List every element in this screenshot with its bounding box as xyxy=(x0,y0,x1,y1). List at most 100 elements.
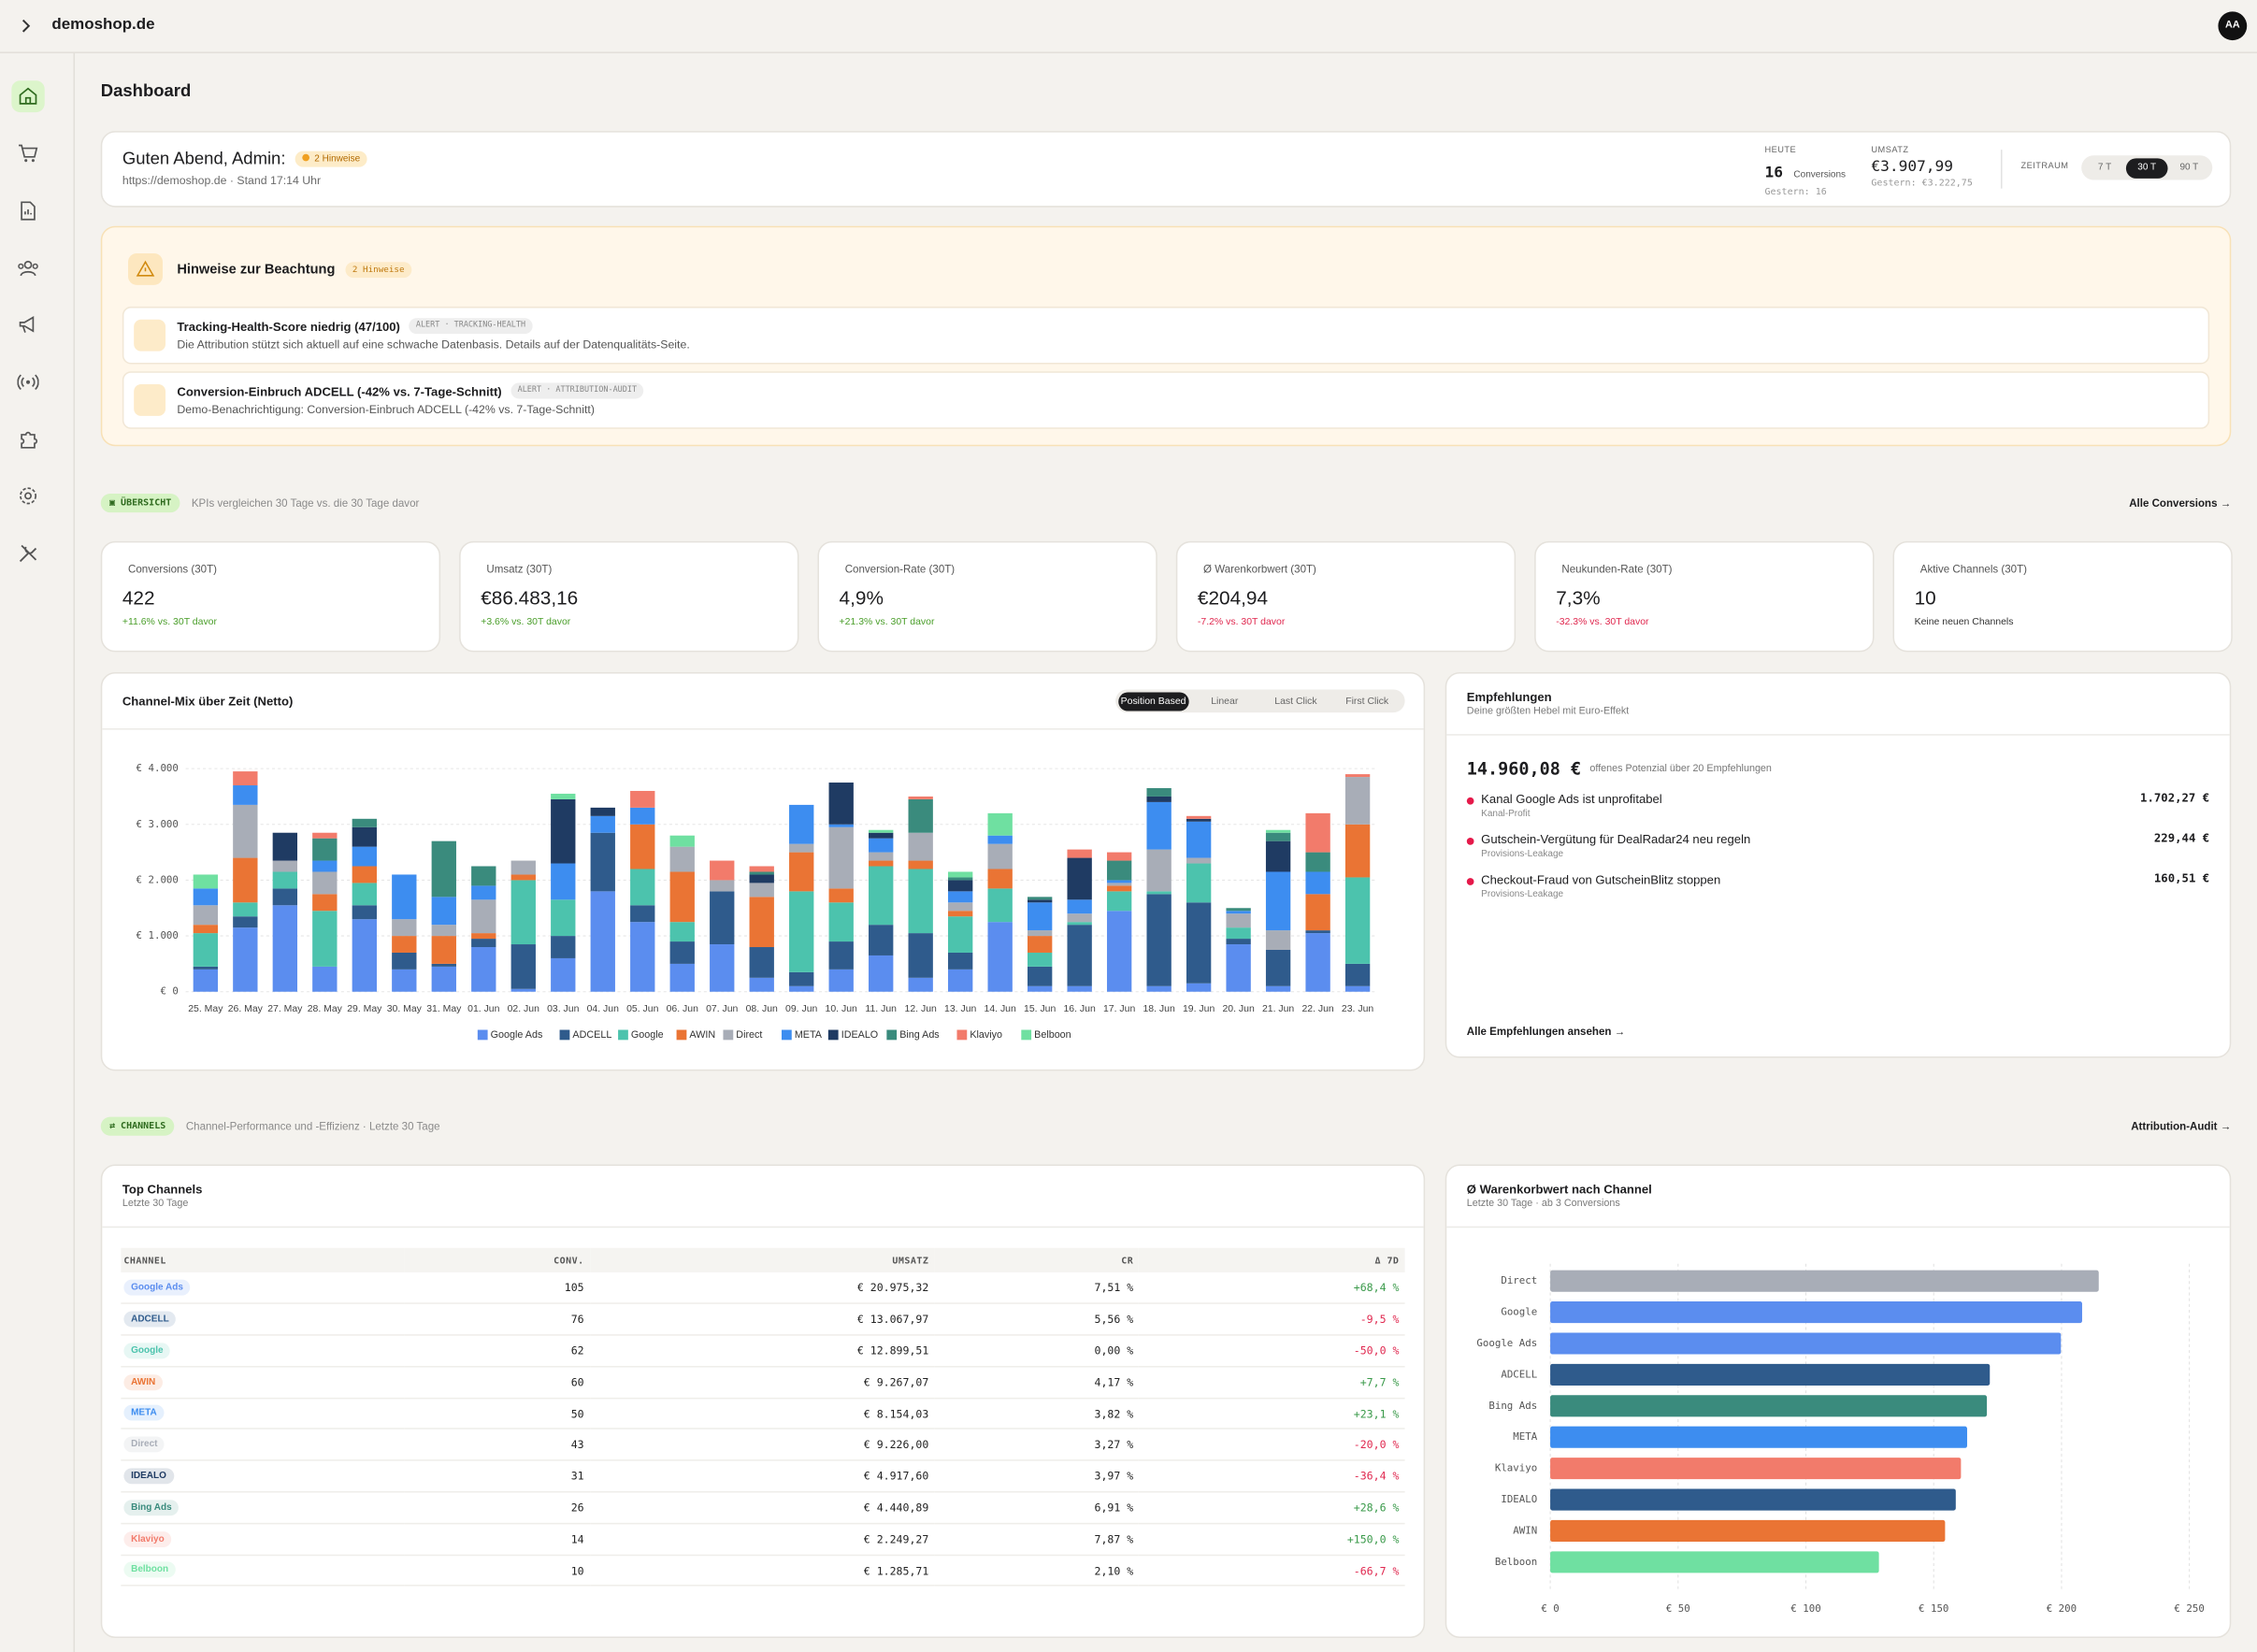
range-option[interactable]: 7 T xyxy=(2097,162,2112,172)
kpi-delta: -7.2% vs. 30T davor xyxy=(1197,617,1286,628)
rec-category: Provisions-Leakage xyxy=(1481,889,1564,900)
table-cell: € 9.226,00 xyxy=(863,1438,929,1452)
divider xyxy=(1446,734,2230,736)
channels-link[interactable]: Attribution-Audit → xyxy=(2131,1119,2232,1133)
nav-home[interactable] xyxy=(17,85,38,107)
mode-option[interactable]: Position Based xyxy=(1117,691,1189,711)
bar-segment xyxy=(828,902,854,942)
bar-segment xyxy=(908,832,933,861)
kpi-card: Umsatz (30T) €86.483,16 +3.6% vs. 30T davo… xyxy=(459,540,799,653)
bar-segment xyxy=(471,947,496,992)
alert-tag: ALERT · TRACKING-HEALTH xyxy=(409,318,533,335)
bar-segment xyxy=(869,866,894,926)
bar-segment xyxy=(1305,894,1330,931)
table-cell: 60 xyxy=(570,1375,584,1389)
y-tick-label: META xyxy=(1513,1430,1537,1443)
bar-segment xyxy=(193,966,219,970)
channel-pill[interactable]: ADCELL xyxy=(123,1311,177,1328)
x-tick-label: 29. May xyxy=(347,1004,382,1014)
bar-segment xyxy=(471,933,496,940)
channel-pill[interactable]: Klaviyo xyxy=(123,1530,172,1547)
kpi-card: Conversion-Rate (30T) 4,9% +21.3% vs. 30T … xyxy=(817,540,1157,653)
channel-cell: Google Ads xyxy=(121,1272,404,1304)
legend-label: IDEALO xyxy=(841,1029,879,1041)
table-cell: 10 xyxy=(570,1563,584,1577)
recommendations-card: Empfehlungen Deine größten Hebel mit Eur… xyxy=(1445,671,2232,1058)
nav-integrations[interactable] xyxy=(17,429,38,451)
rec-dot xyxy=(1466,838,1474,845)
bar-segment xyxy=(352,866,377,883)
warning-icon xyxy=(136,260,155,277)
channel-pill[interactable]: META xyxy=(123,1405,165,1422)
greeting-badge[interactable]: 2 Hinweise xyxy=(295,150,367,166)
table-cell: € 8.154,03 xyxy=(863,1407,929,1420)
bar xyxy=(1550,1551,1879,1573)
basket-card: € 0 € 50 € 100 € 150 € 200 € 250 Direct Google G… xyxy=(1445,1164,2232,1638)
kpi-delta: +11.6% vs. 30T davor xyxy=(122,617,217,628)
table-cell: € 2.249,27 xyxy=(863,1532,929,1546)
alert-item: Conversion-Einbruch ADCELL (-42% vs. 7-T… xyxy=(122,371,2210,429)
bar xyxy=(1550,1363,1991,1386)
bar-segment xyxy=(392,952,417,970)
channel-cell: ADCELL xyxy=(121,1304,404,1336)
channel-pill[interactable]: Belboon xyxy=(123,1561,176,1578)
column-header: CONV. xyxy=(553,1254,584,1267)
bar-segment xyxy=(669,941,695,964)
kpi-value: 10 xyxy=(1914,587,1936,610)
bar-segment xyxy=(669,871,695,923)
bar-segment xyxy=(1027,966,1053,986)
channel-pill[interactable]: Google xyxy=(123,1343,171,1358)
recommendations-total-text: offenes Potenzial über 20 Empfehlungen xyxy=(1589,763,1772,774)
bar-segment xyxy=(789,985,814,992)
channel-pill[interactable]: IDEALO xyxy=(123,1468,174,1485)
overview-link[interactable]: Alle Conversions → xyxy=(2129,496,2232,510)
nav-reports[interactable] xyxy=(17,200,38,222)
legend-label: AWIN xyxy=(689,1029,715,1041)
bar-segment xyxy=(987,835,1013,844)
nav-tracking[interactable] xyxy=(17,371,39,393)
mode-option[interactable]: First Click xyxy=(1345,696,1389,707)
alerts-header: Hinweise zur Beachtung 2 Hinweise xyxy=(177,262,412,279)
nav-tools[interactable] xyxy=(17,542,38,564)
bar-segment xyxy=(193,933,219,967)
column-header: CR xyxy=(1121,1254,1134,1267)
y-tick-label: Google xyxy=(1501,1306,1537,1318)
nav-settings[interactable] xyxy=(17,485,38,507)
kpi-label: Ø Warenkorbwert (30T) xyxy=(1203,562,1316,576)
mode-option[interactable]: Linear xyxy=(1211,696,1239,707)
bar-segment xyxy=(551,793,576,799)
channel-cell: Belboon xyxy=(121,1555,404,1587)
mode-option[interactable]: Last Click xyxy=(1274,696,1317,707)
avatar[interactable]: AA xyxy=(2218,11,2248,41)
channel-pill[interactable]: Bing Ads xyxy=(123,1499,180,1516)
bar-segment xyxy=(948,877,973,881)
separator xyxy=(2000,150,2003,189)
page-title: Dashboard xyxy=(100,80,192,101)
kpi-delta-row: +21.3% vs. 30T davor xyxy=(840,617,940,627)
bar-segment xyxy=(749,871,774,875)
divider xyxy=(1446,1226,2230,1228)
sidebar-toggle[interactable] xyxy=(17,16,34,36)
bar-segment xyxy=(193,905,219,926)
bar-segment xyxy=(431,936,456,964)
channel-pill[interactable]: Direct xyxy=(123,1436,165,1453)
recommendations-link[interactable]: Alle Empfehlungen ansehen → xyxy=(1466,1025,1626,1039)
range-option[interactable]: 90 T xyxy=(2179,162,2199,172)
bar-segment xyxy=(710,944,735,992)
nav-customers[interactable] xyxy=(17,258,38,280)
nav-marketing[interactable] xyxy=(17,314,38,336)
revenue-value: €3.907,99 xyxy=(1871,158,1954,176)
table-cell: € 13.067,97 xyxy=(856,1313,929,1327)
bar-segment xyxy=(1305,852,1330,872)
x-tick-label: € 250 xyxy=(2174,1602,2204,1615)
bar xyxy=(1550,1458,1962,1480)
bar xyxy=(1550,1426,1967,1448)
bar-segment xyxy=(789,843,814,853)
range-option[interactable]: 30 T xyxy=(2125,157,2168,179)
overview-badge: ▣ ÜBERSICHT xyxy=(100,494,180,513)
channel-pill[interactable]: Google Ads xyxy=(123,1279,191,1296)
table-cell: 3,82 % xyxy=(1094,1407,1134,1420)
nav-orders[interactable] xyxy=(17,142,38,164)
channel-pill[interactable]: AWIN xyxy=(123,1373,163,1390)
bar-segment xyxy=(352,919,377,992)
